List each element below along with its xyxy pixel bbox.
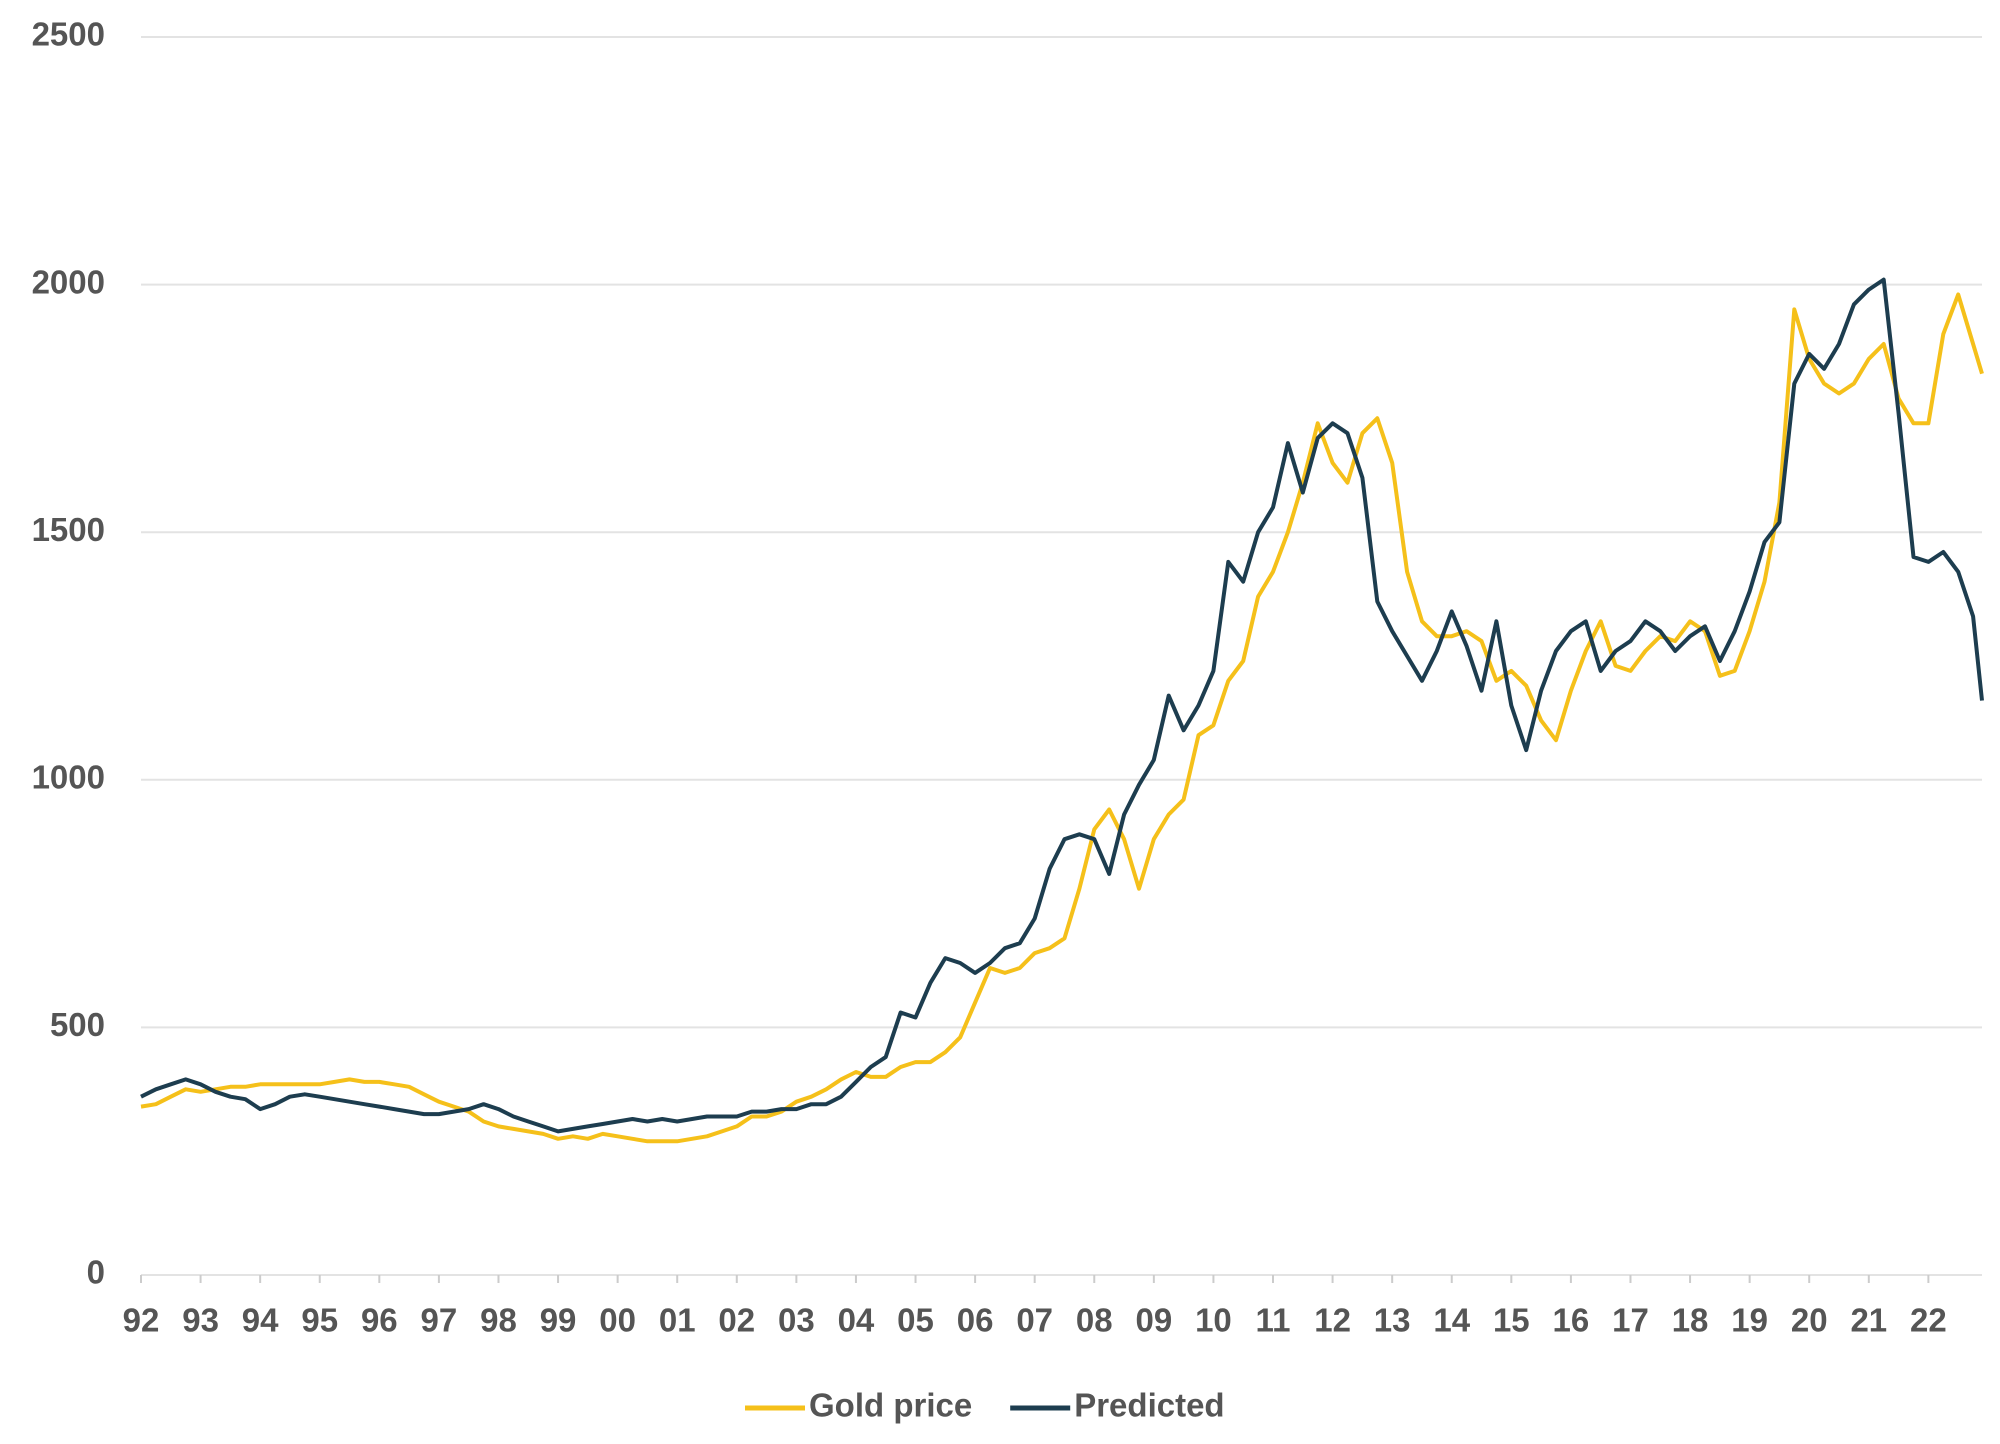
x-tick-label: 01	[659, 1302, 696, 1339]
x-tick-label: 94	[242, 1302, 279, 1339]
y-tick-label: 2500	[32, 16, 105, 53]
x-tick-label: 19	[1731, 1302, 1768, 1339]
x-tick-label: 18	[1672, 1302, 1709, 1339]
y-tick-label: 2000	[32, 263, 105, 300]
x-tick-label: 10	[1195, 1302, 1232, 1339]
legend-label: Gold price	[809, 1387, 972, 1424]
x-tick-label: 14	[1433, 1302, 1470, 1339]
x-tick-label: 99	[540, 1302, 577, 1339]
x-tick-label: 11	[1256, 1302, 1291, 1339]
x-tick-label: 03	[778, 1302, 815, 1339]
x-tick-label: 16	[1553, 1302, 1590, 1339]
x-tick-label: 09	[1135, 1302, 1172, 1339]
y-tick-label: 0	[87, 1254, 105, 1291]
series-line	[140, 292, 1984, 1144]
y-tick-label: 1000	[32, 759, 105, 796]
x-tick-label: 13	[1374, 1302, 1411, 1339]
x-tick-label: 93	[182, 1302, 219, 1339]
x-tick-label: 22	[1910, 1302, 1947, 1339]
x-tick-label: 06	[957, 1302, 994, 1339]
x-tick-label: 07	[1016, 1302, 1053, 1339]
x-tick-label: 20	[1791, 1302, 1828, 1339]
y-tick-label: 1500	[32, 511, 105, 548]
x-tick-label: 21	[1850, 1302, 1887, 1339]
x-tick-label: 96	[361, 1302, 398, 1339]
legend-label: Predicted	[1074, 1387, 1224, 1424]
x-tick-label: 92	[123, 1302, 160, 1339]
x-tick-label: 12	[1314, 1302, 1351, 1339]
x-tick-label: 00	[599, 1302, 636, 1339]
x-tick-label: 08	[1076, 1302, 1113, 1339]
x-tick-label: 05	[897, 1302, 934, 1339]
x-tick-label: 02	[718, 1302, 755, 1339]
x-tick-label: 15	[1493, 1302, 1530, 1339]
x-tick-label: 17	[1612, 1302, 1649, 1339]
x-tick-label: 98	[480, 1302, 517, 1339]
x-tick-label: 04	[838, 1302, 875, 1339]
y-tick-label: 500	[50, 1006, 105, 1043]
x-tick-label: 95	[301, 1302, 338, 1339]
x-tick-label: 97	[421, 1302, 458, 1339]
series-line	[140, 277, 1984, 1134]
